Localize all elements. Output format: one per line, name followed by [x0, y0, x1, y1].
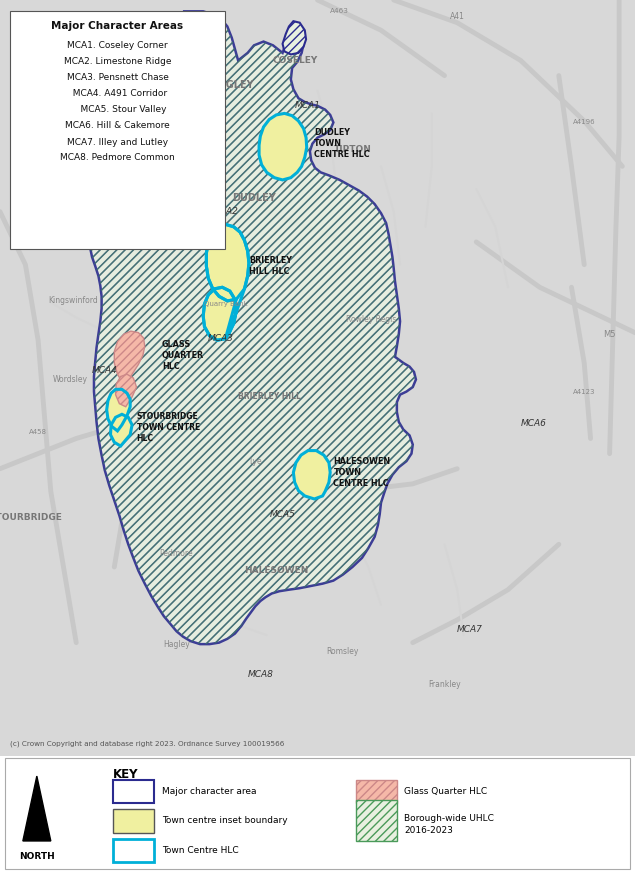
Text: Wordsley: Wordsley [52, 375, 88, 384]
Text: MCA6. Hill & Cakemore: MCA6. Hill & Cakemore [65, 121, 170, 130]
Text: SEDGLEY: SEDGLEY [204, 80, 253, 90]
Text: MCA6: MCA6 [521, 419, 546, 428]
Text: MCA4: MCA4 [92, 366, 117, 375]
Bar [356, 780, 397, 803]
Text: A4196: A4196 [573, 120, 596, 126]
Text: MCA8. Pedmore Common: MCA8. Pedmore Common [60, 154, 175, 163]
Text: nd Village: nd Village [128, 116, 162, 122]
Text: BRIERLEY HILL: BRIERLEY HILL [238, 392, 302, 401]
Bar [356, 800, 397, 841]
Text: STOURBRIDGE: STOURBRIDGE [0, 513, 62, 523]
Polygon shape [293, 451, 330, 499]
Text: MCA2: MCA2 [213, 207, 238, 216]
Text: Hagley: Hagley [163, 640, 190, 649]
Text: Town Centre HLC: Town Centre HLC [162, 846, 239, 855]
Text: Rowley Regis: Rowley Regis [346, 315, 397, 323]
Text: MCA1. Coseley Corner: MCA1. Coseley Corner [67, 41, 168, 50]
Text: DUDLEY: DUDLEY [232, 193, 276, 203]
Text: Major Character Areas: Major Character Areas [51, 21, 184, 31]
Text: MCA4. A491 Corridor: MCA4. A491 Corridor [67, 89, 168, 98]
Polygon shape [23, 776, 51, 841]
Text: MCA5. Stour Valley: MCA5. Stour Valley [69, 105, 166, 114]
Polygon shape [0, 0, 635, 756]
Bar [10, 11, 225, 249]
Polygon shape [114, 331, 145, 385]
Text: Major character area: Major character area [162, 787, 257, 796]
Text: MCA1: MCA1 [295, 101, 321, 110]
Polygon shape [203, 288, 236, 340]
Text: A458: A458 [29, 429, 47, 435]
Text: Glass Quarter HLC: Glass Quarter HLC [404, 787, 488, 796]
Text: Kingswinford: Kingswinford [48, 296, 98, 305]
Text: GLASS
QUARTER
HLC: GLASS QUARTER HLC [162, 340, 204, 371]
Text: Pedmore: Pedmore [160, 549, 193, 558]
Text: BRIERLEY
HILL HLC: BRIERLEY HILL HLC [249, 256, 292, 276]
Text: A4123: A4123 [573, 389, 596, 395]
Polygon shape [206, 225, 249, 301]
Text: MCA8: MCA8 [248, 669, 273, 679]
Text: Quarry Bank: Quarry Bank [204, 301, 247, 307]
Text: COSELEY: COSELEY [272, 56, 318, 65]
Text: HALESOWEN
TOWN
CENTRE HLC: HALESOWEN TOWN CENTRE HLC [333, 457, 391, 488]
Bar [113, 839, 154, 862]
Text: MCA2. Limestone Ridge: MCA2. Limestone Ridge [64, 58, 171, 66]
Text: Lye: Lye [249, 457, 262, 466]
Text: KEY: KEY [113, 767, 138, 780]
Text: MCA3. Pensnett Chase: MCA3. Pensnett Chase [67, 73, 168, 82]
Polygon shape [283, 21, 306, 54]
Text: The Village: The Village [56, 201, 99, 210]
Text: Borough-wide UHLC
2016-2023: Borough-wide UHLC 2016-2023 [404, 814, 495, 835]
Text: MCA5: MCA5 [270, 510, 295, 518]
Polygon shape [110, 414, 132, 446]
Bar [113, 780, 154, 803]
Text: STOURBRIDGE
TOWN CENTRE
HLC: STOURBRIDGE TOWN CENTRE HLC [137, 412, 200, 443]
Text: Himley: Himley [18, 133, 45, 142]
Text: DUDLEY
TOWN
CENTRE HLC: DUDLEY TOWN CENTRE HLC [314, 128, 370, 159]
Text: (c) Crown Copyright and database right 2023. Ordnance Survey 100019566: (c) Crown Copyright and database right 2… [10, 740, 284, 747]
Text: A463: A463 [330, 9, 349, 14]
Text: Frankley: Frankley [428, 680, 461, 689]
Text: MCA7. Illey and Lutley: MCA7. Illey and Lutley [67, 137, 168, 147]
Polygon shape [89, 11, 416, 644]
Text: MCA7: MCA7 [457, 625, 483, 634]
Text: TIPTON: TIPTON [333, 145, 371, 154]
Text: A41: A41 [450, 12, 465, 21]
Text: HALESOWEN: HALESOWEN [244, 566, 309, 575]
Polygon shape [116, 374, 137, 406]
Text: MCA3: MCA3 [208, 334, 234, 343]
Text: Romsley: Romsley [327, 647, 359, 656]
Text: NORTH: NORTH [19, 852, 55, 861]
Text: Town centre inset boundary: Town centre inset boundary [162, 816, 288, 825]
Polygon shape [259, 114, 307, 180]
Bar [113, 809, 154, 833]
Polygon shape [107, 389, 130, 431]
Text: M5: M5 [603, 329, 616, 338]
